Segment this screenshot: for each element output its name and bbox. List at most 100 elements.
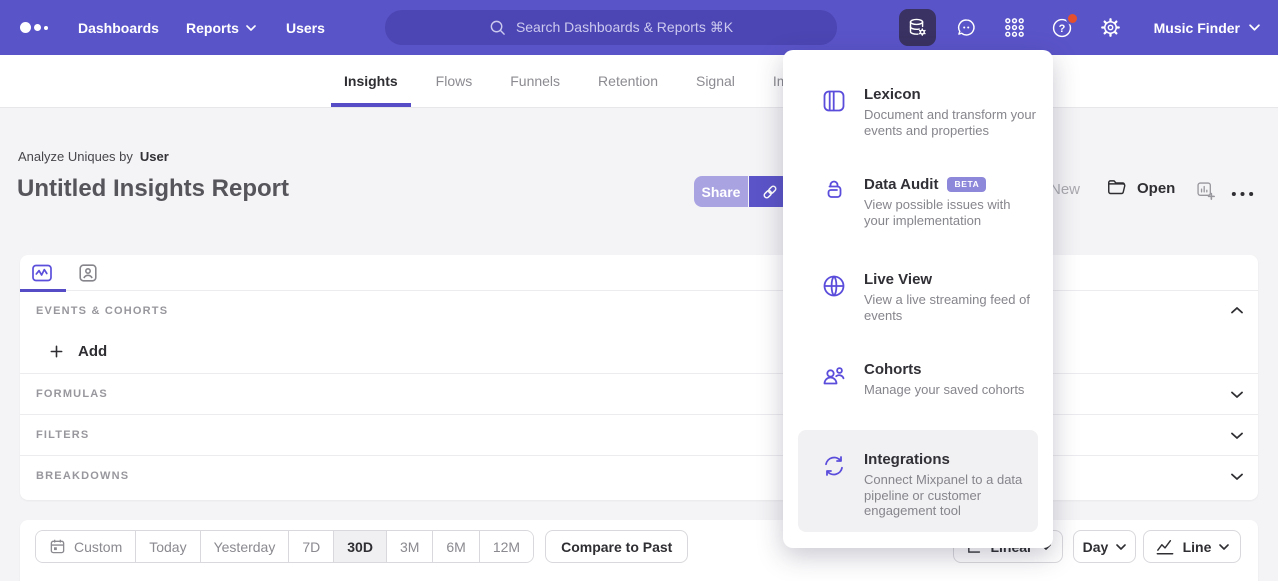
chevron-down-icon [246,24,256,31]
menu-item-title: Data Audit [864,176,939,193]
chevron-down-icon[interactable] [1231,432,1243,439]
date-range-controls: Custom Today Yesterday 7D 30D 3M 6M 12M … [35,530,689,563]
date-segment-12m[interactable]: 12M [478,531,534,562]
chevron-down-icon [1116,543,1127,550]
link-icon [763,185,776,198]
project-name: Music Finder [1153,19,1240,36]
plus-icon [50,345,63,358]
feedback-button[interactable] [948,9,985,46]
apps-grid-button[interactable] [996,9,1033,46]
date-range-segmented-control: Custom Today Yesterday 7D 30D 3M 6M 12M [35,530,535,563]
calendar-icon [50,539,65,554]
svg-text:?: ? [1059,23,1066,35]
filters-section-header[interactable]: FILTERS [20,414,1258,455]
tab-retention[interactable]: Retention [598,73,658,89]
date-segment-today[interactable]: Today [135,531,200,562]
filters-label: FILTERS [36,429,90,441]
chevron-down-icon[interactable] [1231,391,1243,398]
menu-item-title: Lexicon [864,86,921,103]
date-segment-7d[interactable]: 7D [288,531,334,562]
tab-funnels[interactable]: Funnels [510,73,561,89]
nav-item-reports[interactable]: Reports [186,0,256,55]
more-dots-icon [1231,191,1254,197]
nav-reports-label: Reports [186,19,239,36]
folder-icon [1108,180,1126,195]
tab-insights[interactable]: Insights [331,55,411,107]
subtitle-prefix: Analyze Uniques by [18,149,133,164]
menu-item-lexicon[interactable]: Lexicon Document and transform your even… [783,86,1053,138]
add-to-dashboard-button[interactable] [1195,180,1216,204]
menu-item-integrations[interactable]: Integrations Connect Mixpanel to a data … [783,451,1053,519]
help-icon: ? [1052,18,1072,38]
menu-item-description: View possible issues with your implement… [864,197,1011,228]
nav-item-users[interactable]: Users [286,19,325,36]
report-subtitle: Analyze Uniques by User [18,149,169,164]
chevron-up-icon[interactable] [1231,307,1243,314]
pulse-chart-icon [32,264,52,281]
search-icon [490,20,505,35]
menu-item-title: Cohorts [864,361,922,378]
data-audit-icon [827,180,842,198]
gear-icon [1101,18,1120,37]
nav-item-dashboards[interactable]: Dashboards [78,19,159,36]
search-placeholder: Search Dashboards & Reports ⌘K [515,19,734,35]
menu-item-description: View a live streaming feed of events [864,292,1030,323]
date-segment-30d[interactable]: 30D [333,531,386,562]
menu-item-live-view[interactable]: Live View View a live streaming feed of … [783,271,1053,323]
menu-item-description: Manage your saved cohorts [864,382,1025,397]
custom-label: Custom [74,538,123,555]
date-segment-custom[interactable]: Custom [36,531,136,562]
add-label: Add [78,343,108,360]
date-segment-yesterday[interactable]: Yesterday [199,531,289,562]
events-cohorts-body: Add [20,330,1258,373]
chart-controls-bar: Custom Today Yesterday 7D 30D 3M 6M 12M … [20,520,1258,581]
insights-chart-tab[interactable] [30,261,54,285]
formulas-section-header[interactable]: FORMULAS [20,373,1258,414]
menu-item-title: Integrations [864,451,950,468]
cohorts-icon [823,367,845,385]
events-cohorts-label: EVENTS & COHORTS [36,304,169,317]
report-title[interactable]: Untitled Insights Report [17,175,289,202]
settings-button[interactable] [1092,9,1129,46]
query-builder-panel: EVENTS & COHORTS Add FORMULAS FILTERS BR… [20,255,1258,500]
menu-item-cohorts[interactable]: Cohorts Manage your saved cohorts [783,361,1053,398]
add-event-button[interactable]: Add [49,343,107,360]
mixpanel-logo-icon[interactable] [20,22,48,33]
breakdowns-label: BREAKDOWNS [36,470,130,482]
live-view-icon [823,275,845,297]
share-button[interactable]: Share [694,176,748,207]
breakdowns-section-header[interactable]: BREAKDOWNS [20,455,1258,496]
date-segment-6m[interactable]: 6M [432,531,479,562]
analysis-entity-selector[interactable]: User [139,149,169,164]
feedback-icon [957,19,975,36]
query-view-tabs [20,255,1258,292]
notification-dot [1068,14,1077,23]
tab-flows[interactable]: Flows [435,73,473,89]
project-switcher[interactable]: Music Finder [1154,0,1260,55]
integrations-icon [825,456,843,476]
open-label: Open [1137,179,1176,197]
events-cohorts-section-header[interactable]: EVENTS & COHORTS [20,291,1258,330]
report-tabbar: Insights Flows Funnels Retention Signal … [0,55,1278,108]
profiles-tab[interactable] [77,262,99,284]
date-segment-3m[interactable]: 3M [385,531,433,562]
new-report-button[interactable]: New [1050,181,1081,198]
chart-type-dropdown[interactable]: Line [1143,530,1241,563]
data-management-button[interactable] [899,9,936,46]
help-button[interactable]: ? [1044,9,1081,46]
apps-grid-icon [1005,18,1024,37]
menu-item-title: Live View [864,271,933,288]
tab-signal[interactable]: Signal [695,73,735,89]
chevron-down-icon[interactable] [1231,473,1243,480]
beta-badge: BETA [947,177,987,192]
menu-item-data-audit[interactable]: Data Audit BETA View possible issues wit… [783,176,1053,228]
data-management-icon [909,18,926,36]
compare-to-past-button[interactable]: Compare to Past [545,530,689,563]
search-input[interactable]: Search Dashboards & Reports ⌘K [385,10,837,45]
more-options-button[interactable] [1230,186,1255,201]
line-chart-icon [1156,539,1173,554]
open-report-button[interactable]: Open [1106,177,1175,199]
interval-dropdown[interactable]: Day [1073,530,1136,563]
chart-type-value: Line [1182,538,1212,555]
menu-item-description: Document and transform your events and p… [864,107,1036,138]
